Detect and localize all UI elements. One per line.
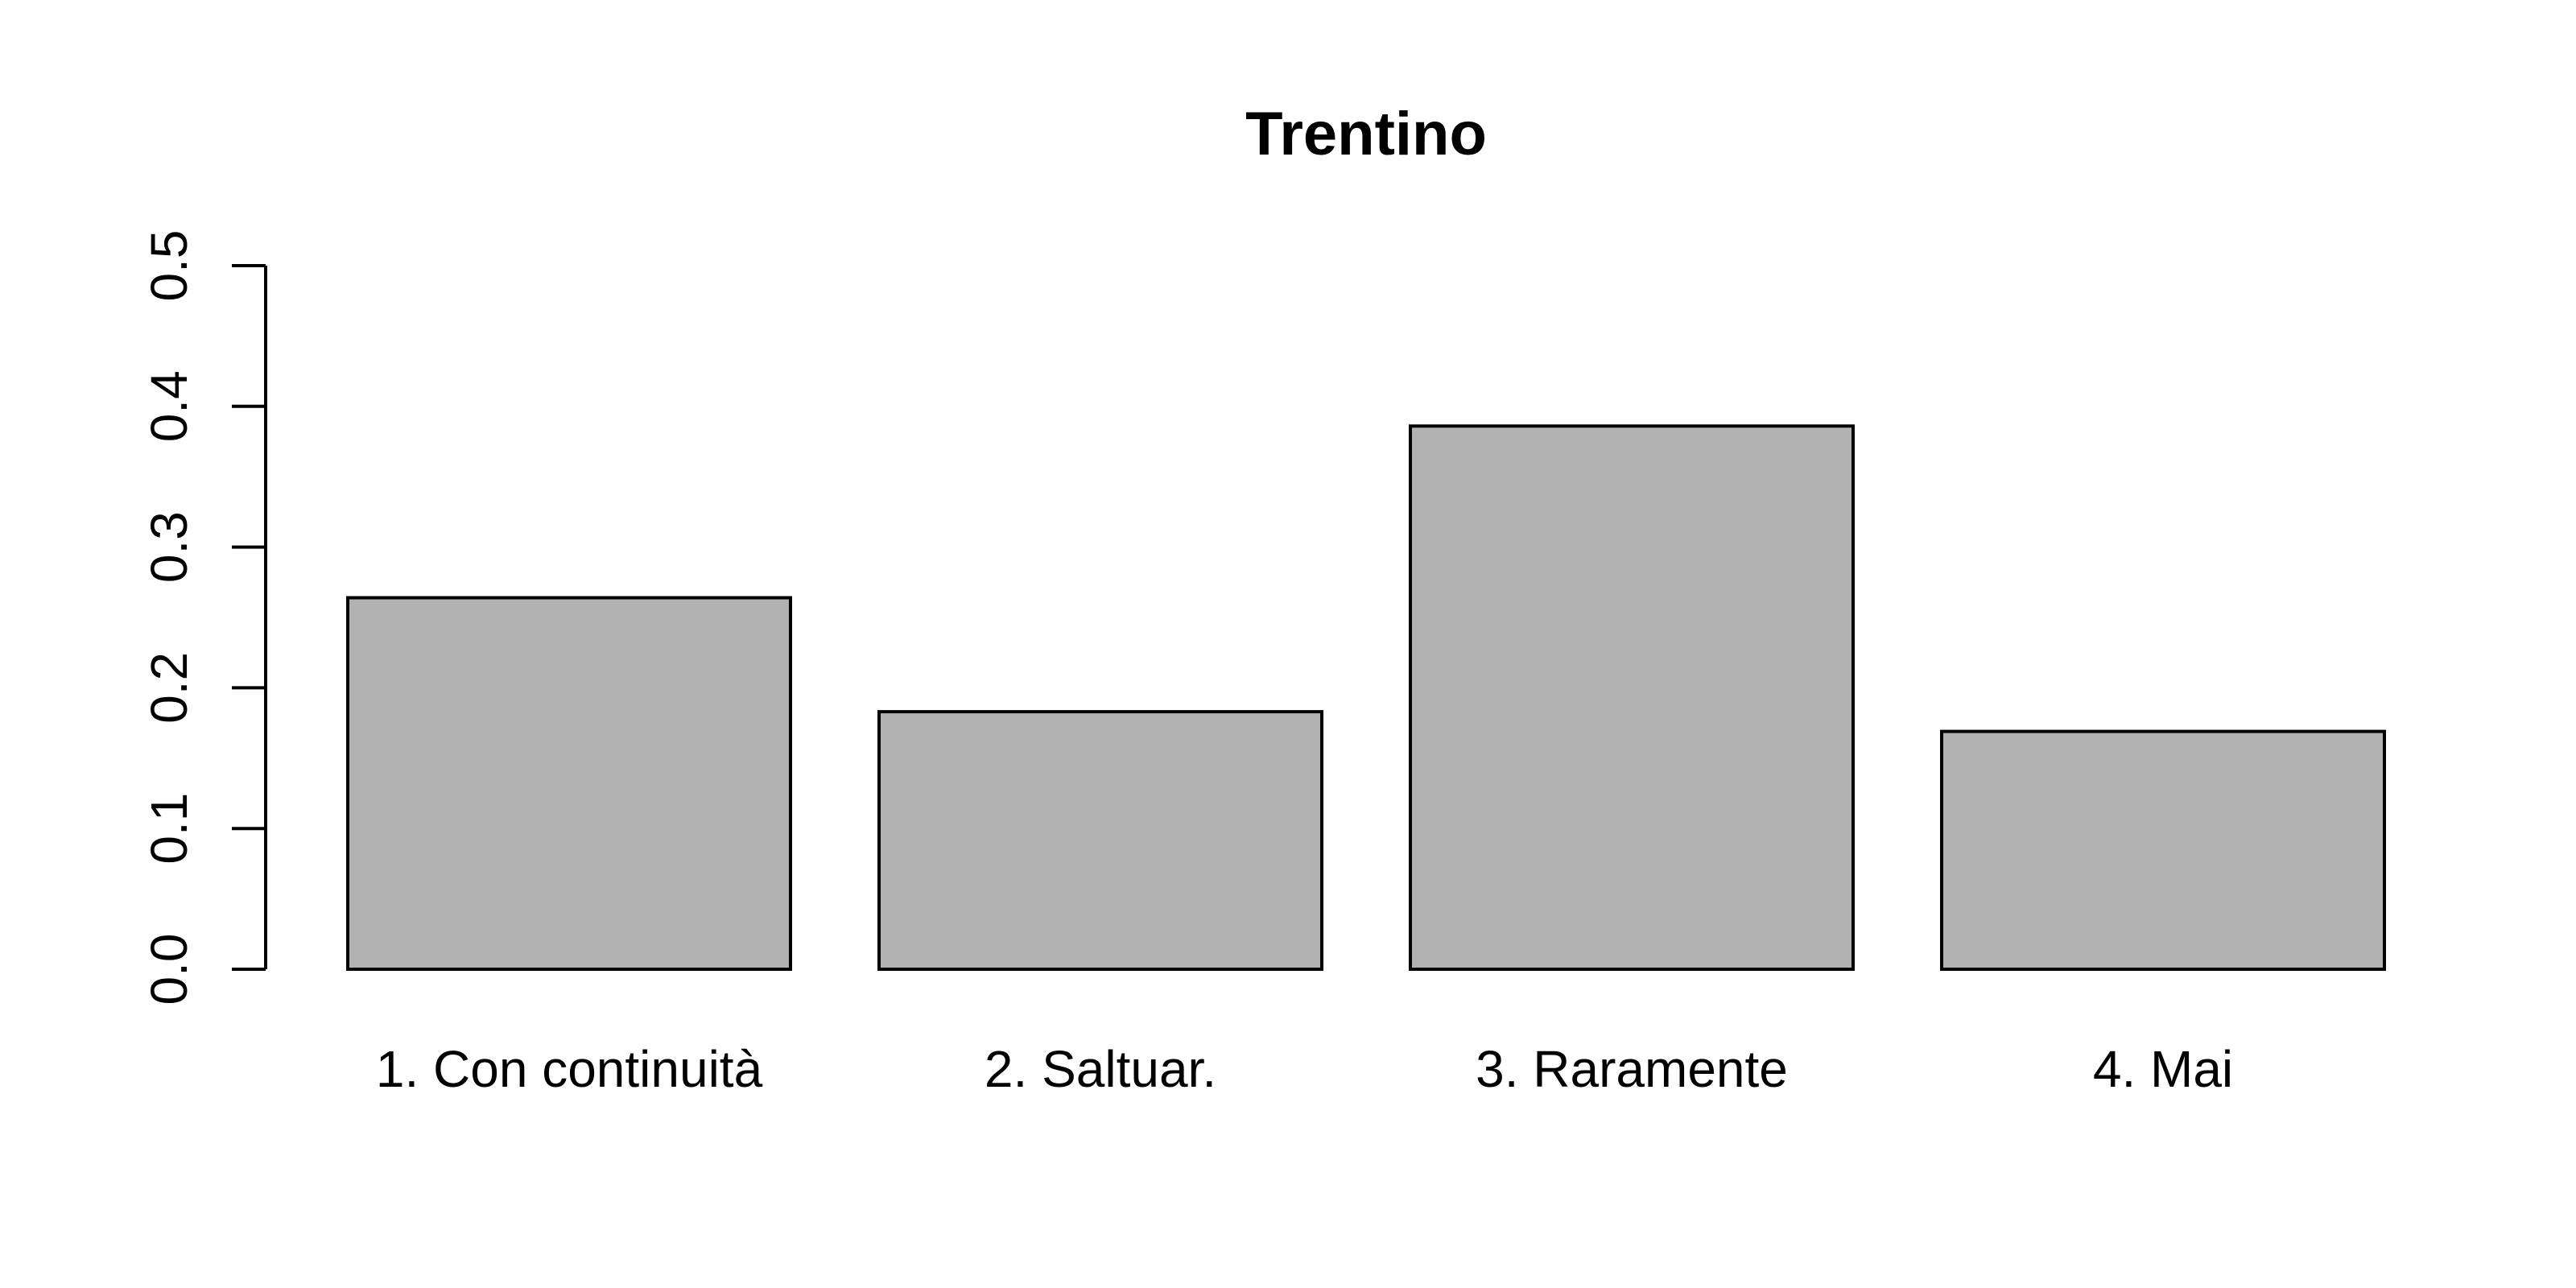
- x-tick-label: 1. Con continuità: [376, 1040, 763, 1098]
- bar: [1409, 424, 1855, 971]
- x-axis-labels: 1. Con continuità 2. Saltuar. 3. Raramente…: [376, 1040, 2233, 1098]
- y-tick-label: 0.0: [140, 934, 198, 1005]
- chart-title: Trentino: [1245, 100, 1487, 168]
- y-tick-label: 0.1: [140, 793, 198, 865]
- x-tick-label: 2. Saltuar.: [985, 1040, 1216, 1098]
- bar: [346, 596, 792, 971]
- bar: [1940, 729, 2386, 971]
- y-tick-label: 0.3: [140, 511, 198, 583]
- y-tick-label: 0.5: [140, 230, 198, 302]
- bar: [877, 710, 1323, 972]
- y-axis: 0.0 0.1 0.2 0.3 0.4 0.5: [140, 230, 267, 1005]
- y-tick-label: 0.2: [140, 652, 198, 724]
- bars: [346, 424, 2386, 972]
- x-tick-label: 4. Mai: [2093, 1040, 2233, 1098]
- y-tick-label: 0.4: [140, 370, 198, 442]
- x-tick-label: 3. Raramente: [1476, 1040, 1788, 1098]
